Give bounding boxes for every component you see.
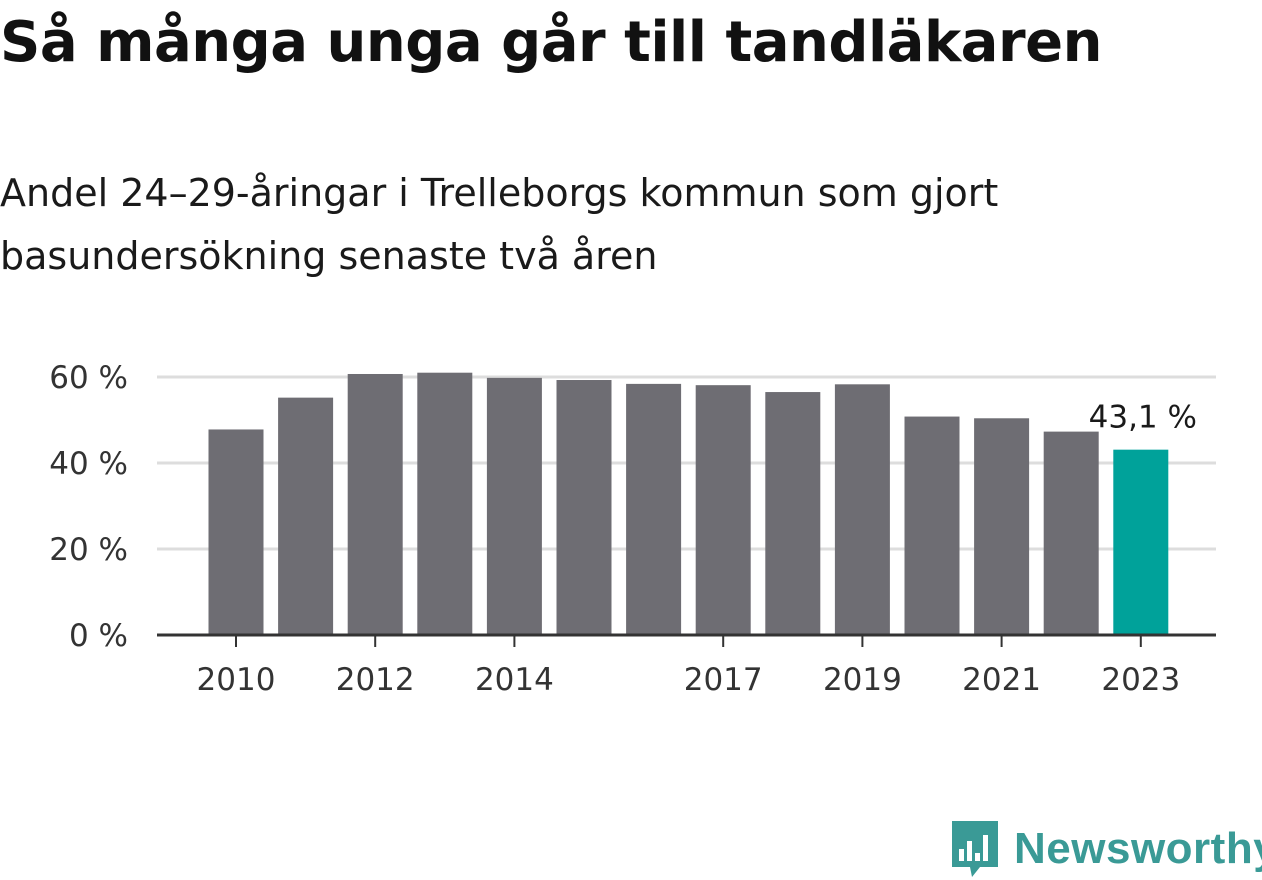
bar	[556, 380, 612, 635]
brand-name: Newsworthy	[1014, 824, 1262, 873]
bar	[347, 373, 403, 635]
x-tick-label: 2021	[962, 662, 1041, 698]
bar	[278, 397, 334, 635]
bar	[765, 392, 821, 635]
y-tick-label: 20 %	[49, 532, 128, 568]
brand: Newsworthy	[950, 818, 1262, 880]
bar	[208, 429, 264, 635]
bar	[904, 416, 960, 635]
y-tick-label: 40 %	[49, 446, 128, 482]
bar	[1043, 431, 1099, 635]
bar	[626, 383, 682, 635]
chart-title: Så många unga går till tandläkaren	[0, 10, 1102, 75]
y-tick-label: 0 %	[69, 618, 128, 654]
x-tick-label: 2014	[475, 662, 554, 698]
x-tick-label: 2019	[823, 662, 902, 698]
x-tick-label: 2010	[197, 662, 276, 698]
y-tick-label: 60 %	[49, 360, 128, 396]
bar	[695, 385, 751, 635]
newsworthy-logo-icon	[952, 821, 998, 877]
data-label: 43,1 %	[1089, 400, 1197, 436]
bar	[417, 372, 473, 635]
x-tick-label: 2023	[1101, 662, 1180, 698]
chart-subtitle: Andel 24–29-åringar i Trelleborgs kommun…	[0, 171, 999, 278]
bar	[834, 384, 890, 635]
bar-chart: 0 % 20 % 40 % 60 % 2010 2012 2014 2017 2019 2021 2…	[49, 360, 1216, 698]
bar	[486, 377, 542, 635]
x-tick-label: 2012	[336, 662, 415, 698]
bar-highlight	[1113, 449, 1169, 635]
x-tick-label: 2017	[684, 662, 763, 698]
bar	[974, 418, 1030, 635]
